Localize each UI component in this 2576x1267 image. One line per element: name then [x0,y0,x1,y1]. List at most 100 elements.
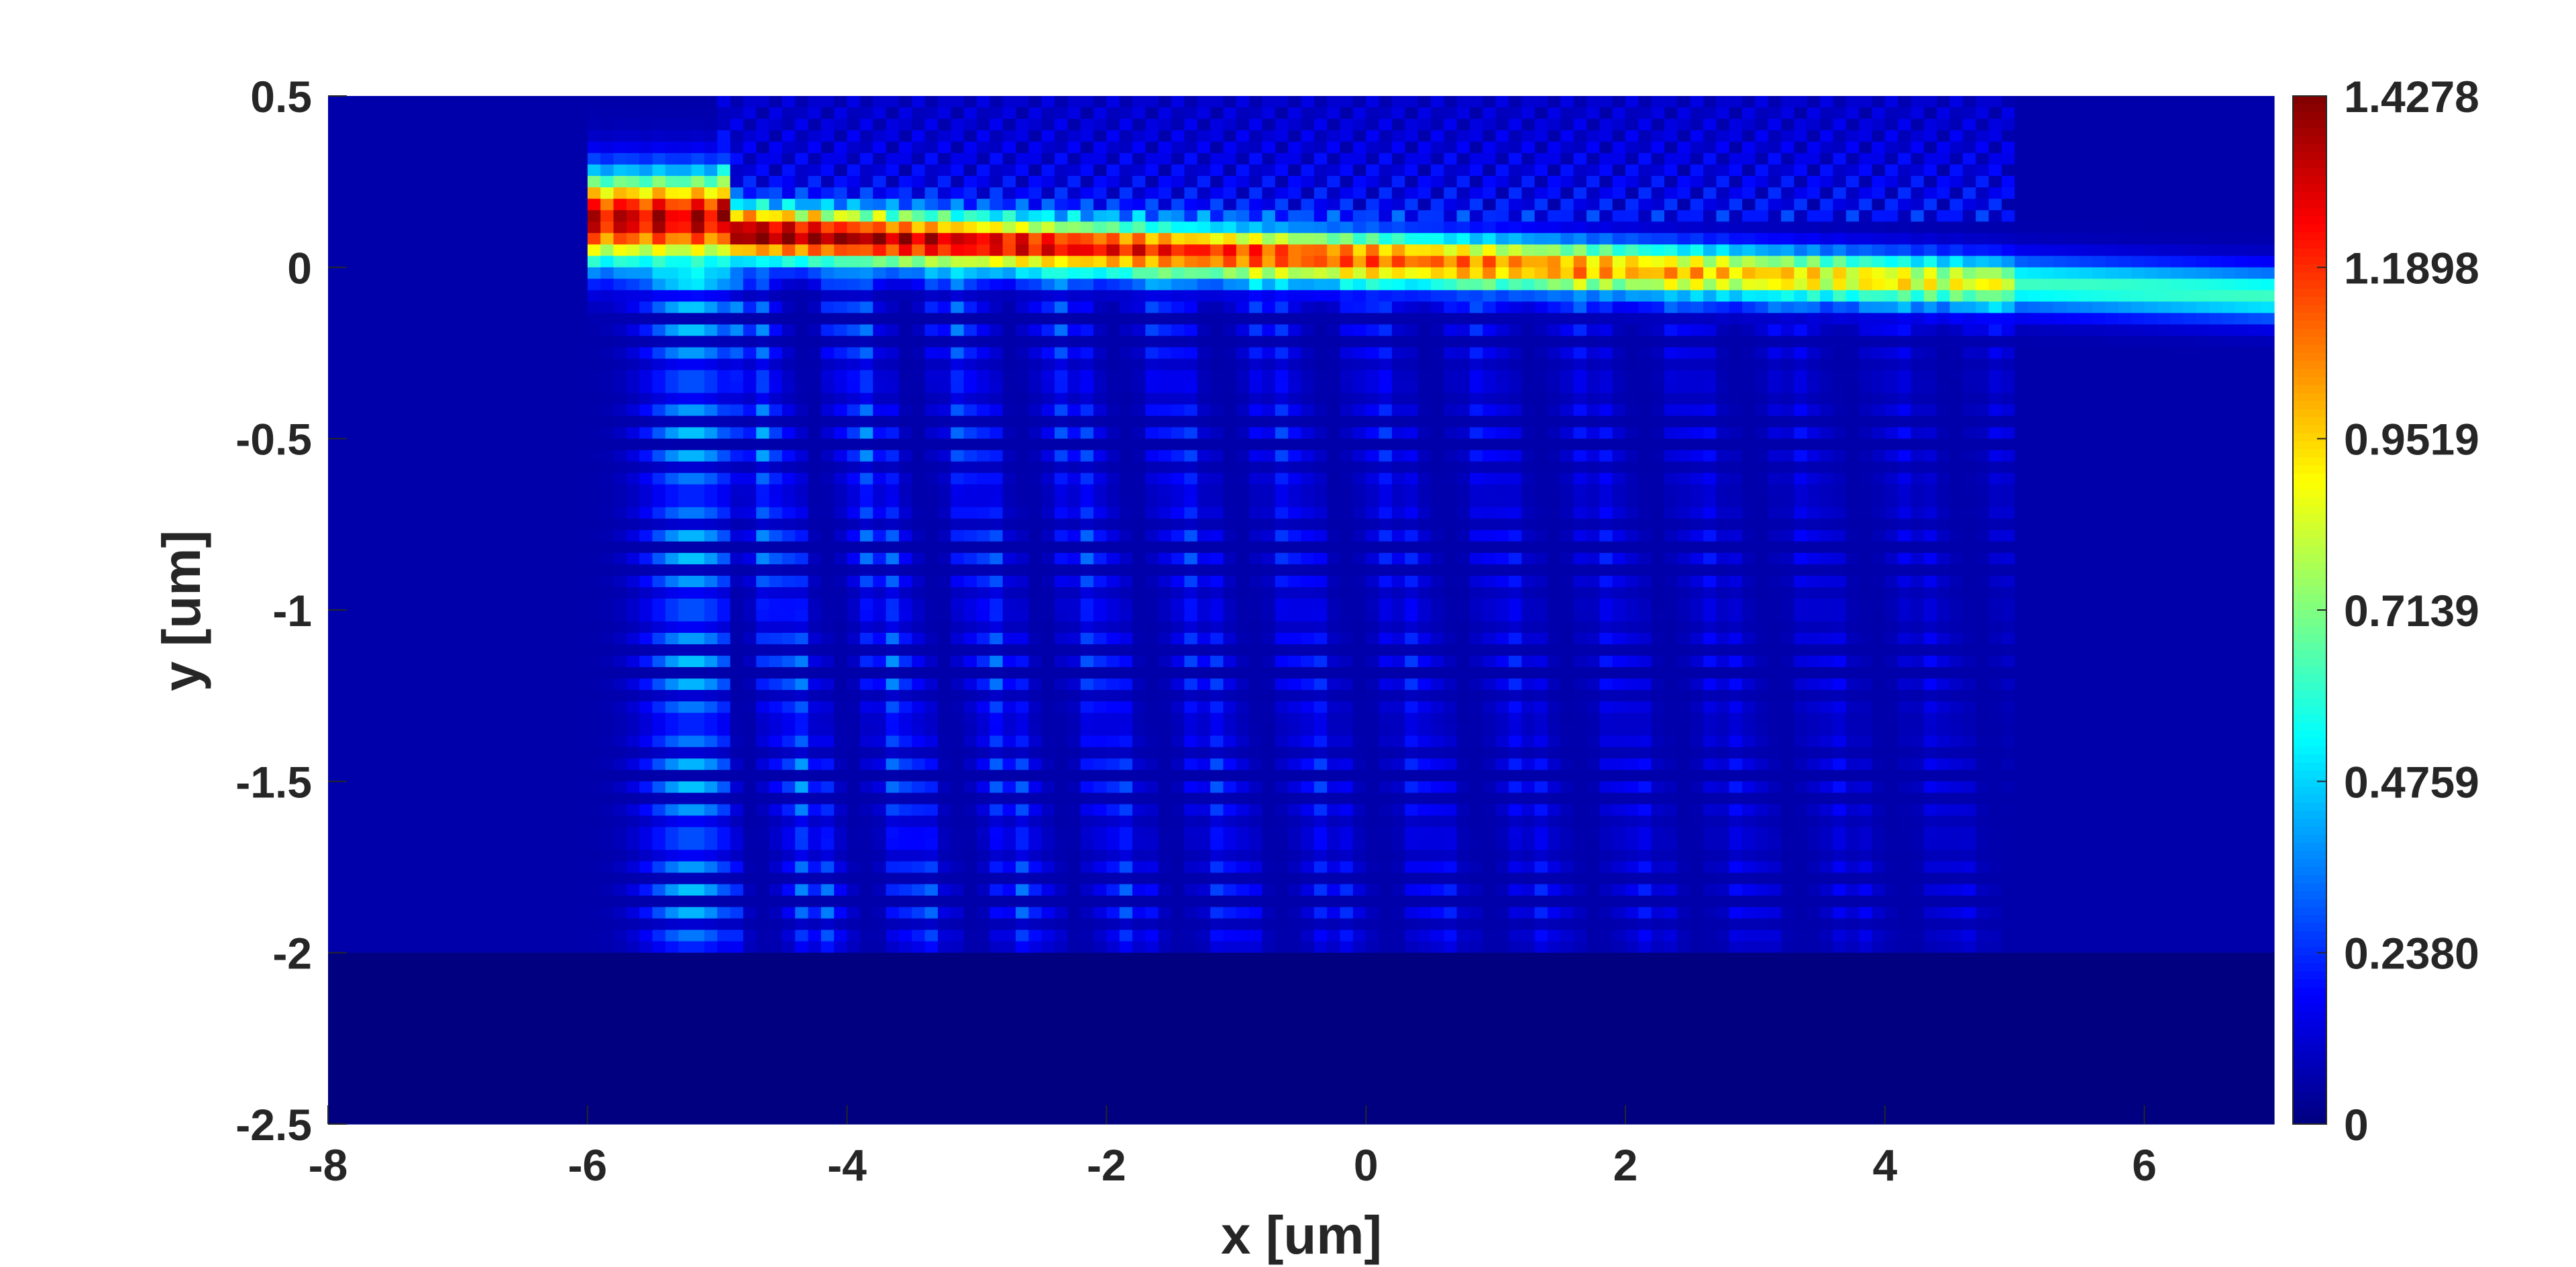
heatmap-cell [652,850,666,862]
heatmap-cell [419,358,433,371]
heatmap-cell [626,472,640,485]
heatmap-cell [924,96,938,108]
heatmap-cell [354,621,368,634]
heatmap-cell [561,952,576,965]
heatmap-cell [600,336,614,348]
heatmap-cell [912,575,926,588]
heatmap-cell [678,107,692,119]
heatmap-cell [1016,872,1029,885]
heatmap-cell [912,210,926,222]
heatmap-cell [782,267,796,279]
heatmap-cell [354,153,368,165]
heatmap-cell [496,610,511,622]
heatmap-cell [626,575,640,588]
heatmap-cell [406,370,419,383]
heatmap-cell [834,656,848,668]
heatmap-cell [977,336,990,348]
heatmap-cell [1028,998,1042,1011]
heatmap-cell [1016,130,1029,142]
heatmap-cell [561,598,576,611]
heatmap-cell [639,267,653,279]
heatmap-cell [574,644,588,656]
heatmap-cell [937,1032,951,1045]
heatmap-cell [341,872,355,885]
heatmap-cell [600,644,614,656]
heatmap-cell [1002,233,1016,245]
heatmap-cell [496,484,511,497]
heatmap-cell [639,256,653,268]
heatmap-cell [600,278,614,291]
heatmap-cell [769,541,783,554]
heatmap-cell [587,929,601,942]
heatmap-cell [639,815,653,828]
heatmap-cell [1016,336,1029,348]
heatmap-cell [937,404,951,417]
heatmap-cell [1028,736,1042,748]
heatmap-cell [834,952,848,965]
heatmap-cell [963,324,977,337]
heatmap-cell [795,233,809,245]
heatmap-cell [380,1009,394,1022]
heatmap-cell [795,176,809,188]
heatmap-cell [626,952,640,965]
heatmap-cell [600,495,614,508]
heatmap-cell [963,484,977,497]
heatmap-cell [704,267,718,279]
heatmap-cell [496,736,511,748]
heatmap-cell [587,176,601,188]
heatmap-cell [341,1112,355,1125]
heatmap-cell [380,918,394,931]
heatmap-cell [769,199,783,211]
heatmap-cell [548,587,562,599]
heatmap-cell [704,495,718,508]
heatmap-cell [574,324,588,337]
heatmap-cell [717,929,731,942]
heatmap-cell [613,450,627,462]
heatmap-cell [847,1101,861,1113]
heatmap-cell [652,918,666,931]
heatmap-cell [587,438,601,451]
heatmap-cell [977,884,990,897]
heatmap-cell [691,244,705,256]
heatmap-cell [691,256,705,268]
heatmap-cell [989,598,1004,611]
heatmap-cell [924,564,938,576]
heatmap-cell [484,838,498,851]
heatmap-cell [548,347,562,360]
heatmap-cell [769,461,783,474]
heatmap-cell [704,850,718,862]
heatmap-cell [445,541,458,554]
heatmap-cell [354,507,368,519]
heatmap-cell [458,656,472,668]
heatmap-cell [795,678,809,691]
heatmap-cell [989,552,1004,565]
heatmap-cell [445,656,458,668]
heatmap-cell [1002,1009,1016,1022]
heatmap-cell [626,998,640,1011]
heatmap-cell [963,461,977,474]
heatmap-cell [328,529,341,542]
heatmap-cell [639,552,653,565]
heatmap-cell [431,552,445,565]
heatmap-cell [626,393,640,405]
heatmap-cell [963,130,977,142]
heatmap-cell [509,176,523,188]
heatmap-cell [406,393,419,405]
heatmap-cell [859,1101,873,1113]
heatmap-cell [496,667,511,679]
heatmap-cell [458,736,472,748]
heatmap-cell [484,1021,498,1033]
heatmap-cell [496,929,511,942]
heatmap-cell [937,872,951,885]
heatmap-cell [834,450,848,462]
heatmap-cell [951,633,965,645]
heatmap-cell [509,495,523,508]
heatmap-cell [769,633,783,645]
heatmap-cell [1016,1021,1029,1033]
heatmap-cell [523,1055,537,1068]
heatmap-cell [600,929,614,942]
heatmap-cell [574,1066,588,1079]
heatmap-cell [977,461,990,474]
heatmap-cell [873,472,887,485]
heatmap-cell [885,541,900,554]
